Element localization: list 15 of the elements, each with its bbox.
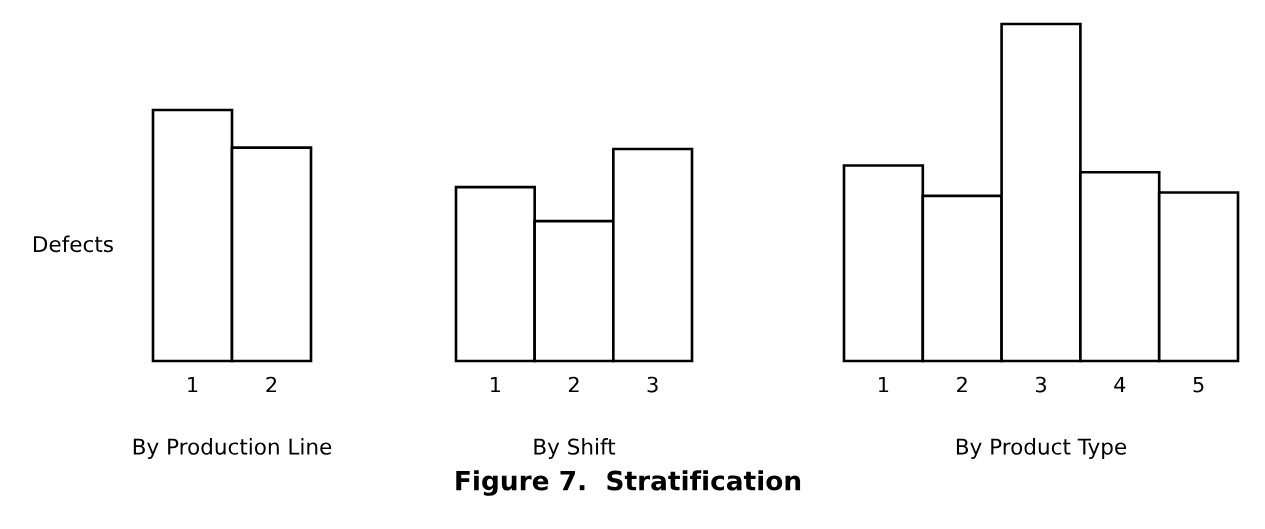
x-tick-label: 3	[647, 376, 658, 393]
x-tick-label: 1	[879, 376, 889, 393]
caption: Figure 7. Stratification	[456, 470, 801, 496]
x-tick-label: 1	[490, 376, 501, 393]
x-tick-label: 3	[1035, 376, 1046, 393]
x-tick-label: 1	[188, 376, 198, 393]
x-tick-label: 2	[568, 376, 579, 393]
x-tick-label: 2	[266, 376, 277, 393]
x-axis-title: By Shift	[534, 438, 616, 459]
x-axis-title: By Product Type	[956, 438, 1127, 459]
x-tick-label: 5	[1193, 376, 1204, 393]
x-tick-label: 4	[1114, 376, 1126, 393]
x-axis-title: By Production Line	[133, 438, 332, 459]
y-axis-title: Defects	[33, 235, 113, 253]
x-tick-label: 2	[957, 376, 967, 393]
